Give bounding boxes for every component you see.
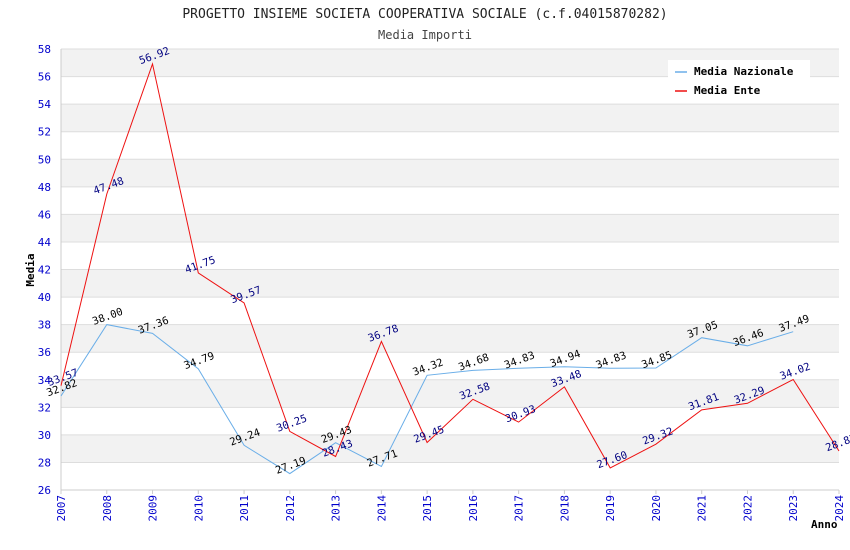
x-tick-label: 2011: [238, 495, 251, 522]
y-tick-label: 32: [38, 401, 51, 414]
series-line-media-ente: [60, 62, 840, 469]
y-tick-label: 58: [38, 43, 51, 56]
data-label-media-ente: 30.25: [275, 413, 309, 435]
x-tick-label: 2015: [421, 495, 434, 522]
x-tick-label: 2020: [650, 495, 663, 522]
grid-band: [61, 434, 839, 463]
y-tick-label: 42: [38, 264, 51, 277]
x-tick-label: 2024: [833, 495, 846, 522]
y-tick-label: 34: [38, 374, 52, 387]
x-tick-label: 2018: [558, 495, 571, 522]
y-tick-label: 30: [38, 429, 51, 442]
legend: Media Nazionale Media Ente: [668, 60, 810, 102]
y-tick-label: 48: [38, 181, 51, 194]
grid-band: [61, 104, 839, 132]
grid-band: [61, 159, 839, 187]
chart-subtitle: Media Importi: [378, 28, 472, 42]
legend-label-media-nazionale: Media Nazionale: [694, 65, 794, 78]
legend-label-media-ente: Media Ente: [694, 84, 761, 97]
x-tick-label: 2019: [604, 495, 617, 522]
grid-bands: [61, 49, 839, 463]
series-line-media-nazionale: [60, 324, 794, 475]
y-tick-label: 52: [38, 126, 51, 139]
grid-band: [61, 214, 839, 242]
y-tick-label: 44: [38, 236, 52, 249]
y-tick-label: 26: [38, 484, 51, 497]
x-tick-label: 2023: [787, 495, 800, 522]
grid-band: [61, 379, 839, 408]
series-layer: [60, 62, 840, 475]
y-tick-label: 56: [38, 71, 51, 84]
y-axis-ticks: 26 28 30 32 34 36 38 40 42 44 46 48 50 52 54 56 58: [38, 43, 52, 497]
x-tick-label: 2022: [741, 495, 754, 522]
y-tick-label: 50: [38, 153, 51, 166]
x-axis-ticks: 2007 2008 2009 2010 2011 2012 2013 2014 2015 2016…: [55, 490, 846, 522]
x-tick-label: 2014: [375, 495, 388, 522]
x-tick-label: 2021: [696, 495, 709, 522]
y-tick-label: 28: [38, 456, 51, 469]
grid-band: [61, 324, 839, 353]
y-tick-label: 36: [38, 346, 51, 359]
chart-title: PROGETTO INSIEME SOCIETA COOPERATIVA SOC…: [182, 7, 667, 22]
x-tick-label: 2017: [513, 495, 526, 522]
x-tick-label: 2016: [467, 495, 480, 522]
legend-box: [668, 60, 810, 102]
y-tick-label: 46: [38, 208, 51, 221]
x-axis-label: Anno: [811, 518, 838, 531]
x-tick-label: 2008: [101, 495, 114, 522]
x-tick-label: 2007: [55, 495, 68, 522]
y-tick-label: 38: [38, 319, 51, 332]
x-tick-label: 2012: [284, 495, 297, 522]
y-tick-label: 54: [38, 98, 52, 111]
x-tick-label: 2009: [147, 495, 160, 522]
x-tick-label: 2013: [330, 495, 343, 522]
grid-lines: [60, 48, 839, 491]
y-tick-label: 40: [38, 291, 51, 304]
y-axis-label: Media: [24, 253, 37, 286]
data-label-media-nazionale: 34.79: [182, 350, 216, 372]
grid-band: [61, 269, 839, 298]
x-tick-label: 2010: [192, 495, 205, 522]
